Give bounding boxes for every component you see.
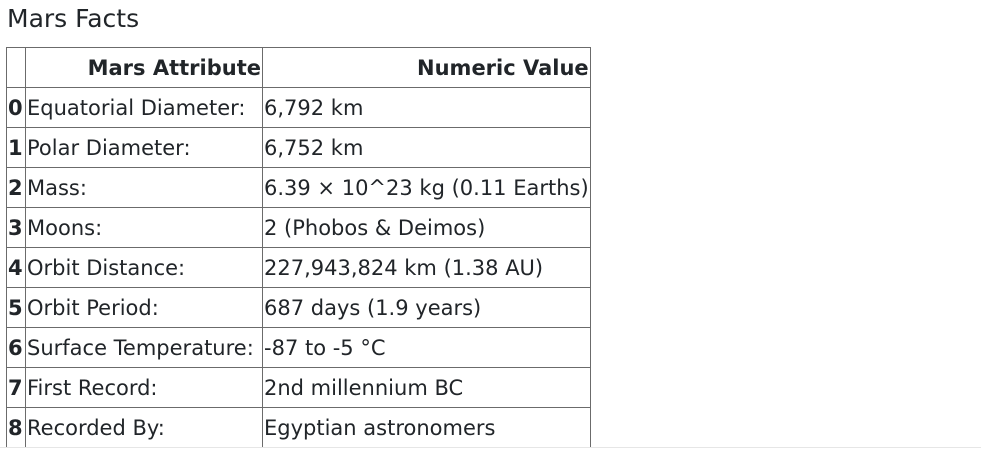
table-row: 3 Moons: 2 (Phobos & Deimos) [6,207,591,248]
row-value: 2 (Phobos & Deimos) [262,207,591,248]
header-value: Numeric Value [262,47,591,88]
header-attribute: Mars Attribute [25,47,263,88]
row-value: 6,792 km [262,87,591,128]
row-index: 6 [6,327,26,368]
row-value: 6,752 km [262,127,591,168]
row-index: 4 [6,247,26,288]
row-index: 7 [6,367,26,408]
row-index: 1 [6,127,26,168]
row-index: 3 [6,207,26,248]
row-value: 227,943,824 km (1.38 AU) [262,247,591,288]
table-row: 1 Polar Diameter: 6,752 km [6,127,591,168]
table-header: Mars Attribute Numeric Value [6,47,591,88]
row-index: 2 [6,167,26,208]
row-value: Egyptian astronomers [262,407,591,448]
table-row: 5 Orbit Period: 687 days (1.9 years) [6,287,591,328]
row-attribute: Equatorial Diameter: [25,87,263,128]
row-attribute: First Record: [25,367,263,408]
header-index [6,47,26,88]
row-attribute: Surface Temperature: [25,327,263,368]
header-row: Mars Attribute Numeric Value [6,47,591,88]
row-index: 8 [6,407,26,448]
table-row: 0 Equatorial Diameter: 6,792 km [6,87,591,128]
table-row: 2 Mass: 6.39 × 10^23 kg (0.11 Earths) [6,167,591,208]
row-value: 6.39 × 10^23 kg (0.11 Earths) [262,167,591,208]
table-row: 8 Recorded By: Egyptian astronomers [6,407,591,448]
row-value: 687 days (1.9 years) [262,287,591,328]
table-row: 6 Surface Temperature: -87 to -5 °C [6,327,591,368]
table-row: 7 First Record: 2nd millennium BC [6,367,591,408]
table-body: 0 Equatorial Diameter: 6,792 km 1 Polar … [6,87,591,448]
row-attribute: Orbit Distance: [25,247,263,288]
row-attribute: Polar Diameter: [25,127,263,168]
row-attribute: Orbit Period: [25,287,263,328]
row-value: 2nd millennium BC [262,367,591,408]
row-attribute: Mass: [25,167,263,208]
table-row: 4 Orbit Distance: 227,943,824 km (1.38 A… [6,247,591,288]
divider [0,447,981,448]
row-attribute: Moons: [25,207,263,248]
row-index: 0 [6,87,26,128]
row-attribute: Recorded By: [25,407,263,448]
row-index: 5 [6,287,26,328]
row-value: -87 to -5 °C [262,327,591,368]
mars-facts-table: Mars Attribute Numeric Value 0 Equatoria… [6,47,591,448]
page-title: Mars Facts [7,4,140,33]
